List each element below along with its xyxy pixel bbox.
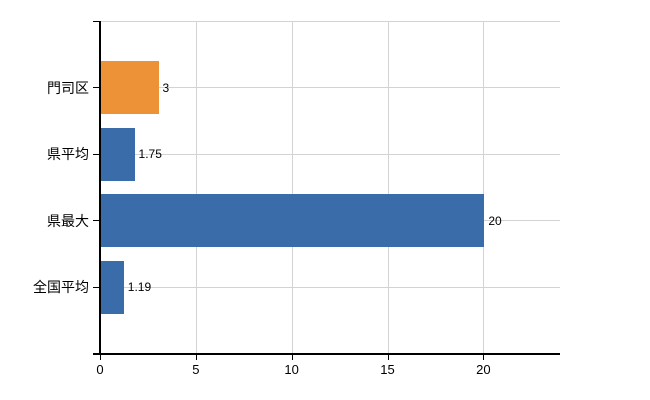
plot-top-border [100,21,560,22]
x-axis [93,353,560,355]
x-tick-label: 10 [284,361,299,377]
x-tick-label: 0 [96,361,104,377]
y-axis-tick [93,87,100,88]
category-label: 県最大 [47,212,89,229]
bar-value-label: 3 [162,80,170,95]
bar [101,260,124,314]
y-axis-tick [93,21,100,22]
x-axis-tick [387,355,389,360]
x-tick-label: 20 [476,361,491,377]
x-gridline [291,21,293,354]
bar-value-label: 20 [488,213,502,228]
x-tick-label: 15 [380,361,395,377]
x-gridline [387,21,389,354]
category-gridline [100,87,560,88]
y-axis-tick [93,220,100,221]
category-label: 門司区 [47,79,89,96]
y-axis-tick [93,153,100,155]
x-axis-tick [195,355,197,360]
x-axis-tick [100,355,101,360]
category-label: 県平均 [47,146,89,162]
y-axis [99,21,101,355]
category-gridline [100,286,560,288]
x-gridline [483,21,485,354]
x-tick-label: 5 [192,361,200,377]
x-gridline [195,21,197,354]
bar-value-label: 1.19 [127,280,152,294]
bar [101,127,135,181]
bar-value-label: 1.75 [138,147,162,161]
bar [101,61,159,114]
category-label: 全国平均 [33,279,89,295]
x-axis-tick [483,355,485,360]
y-axis-tick [93,286,100,288]
x-axis-tick [291,355,293,360]
bar [101,194,485,247]
category-gridline [100,153,560,155]
